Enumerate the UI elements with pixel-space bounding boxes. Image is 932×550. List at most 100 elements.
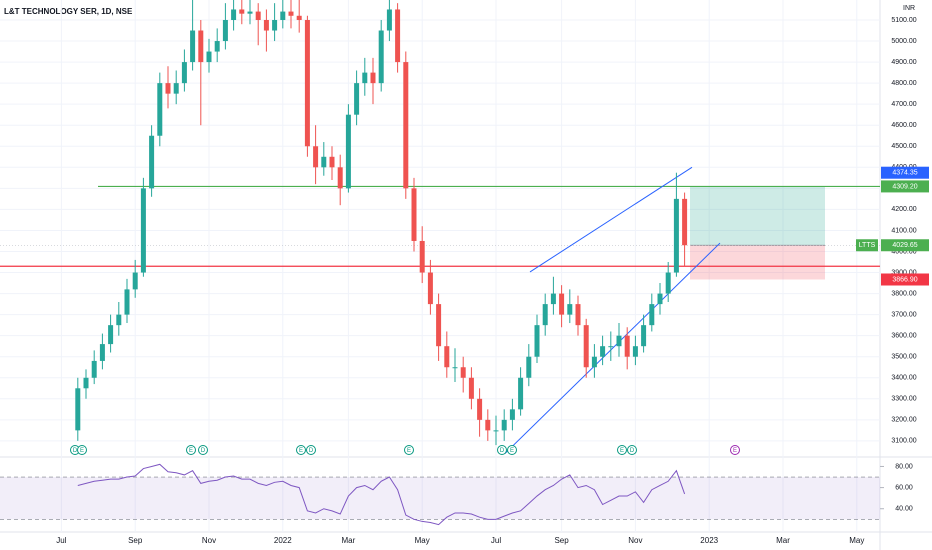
event-marker (198, 445, 208, 455)
event-label: E (407, 448, 411, 454)
event-label: E (80, 448, 84, 454)
x-tick-label: 2023 (700, 536, 718, 545)
candle-body (222, 19, 228, 42)
price-tag (881, 273, 929, 286)
candle-body (436, 304, 442, 347)
event-label: E (620, 448, 624, 454)
candle-body (190, 30, 196, 63)
event-marker (730, 445, 740, 455)
candle-body (378, 30, 384, 84)
candle-body (206, 51, 212, 63)
rsi-band (0, 477, 880, 520)
candle-body (75, 388, 81, 431)
candle-body (616, 335, 622, 347)
candle-body (304, 19, 310, 147)
candle-body (477, 398, 483, 420)
event-label: D (201, 448, 206, 454)
candle-body (263, 19, 269, 31)
trendline (529, 166, 693, 273)
candle-body (542, 304, 548, 326)
candle-body (124, 289, 130, 315)
candle-body (99, 344, 105, 361)
candle-body (345, 114, 351, 189)
candle-body (682, 198, 688, 246)
candle-body (370, 72, 376, 84)
price-tag-label: 4309.20 (892, 183, 917, 190)
event-marker (186, 445, 196, 455)
candle-body (501, 419, 507, 431)
candle-body (255, 11, 261, 20)
candle-body (591, 356, 597, 368)
x-tick-label: Mar (776, 536, 790, 545)
candle-body (214, 41, 220, 52)
rsi-tick-label: 80.00 (895, 463, 913, 470)
price-tag-label: 3866.90 (892, 276, 917, 283)
y-tick-label: 3600.00 (891, 333, 916, 340)
candle-body (362, 72, 368, 84)
candle-body (181, 62, 187, 84)
candle-body (485, 419, 491, 431)
event-label: D (73, 448, 78, 454)
x-tick-label: Mar (342, 536, 356, 545)
candle-body (247, 11, 253, 14)
candle-body (665, 272, 671, 294)
candle-body (116, 314, 122, 326)
candle-body (83, 377, 89, 389)
rsi-line (77, 463, 686, 526)
y-tick-label: 3400.00 (891, 375, 916, 382)
candle-body (600, 346, 606, 357)
y-tick-label: 4500.00 (891, 143, 916, 150)
candle-body (550, 293, 556, 305)
candle-body (288, 11, 294, 16)
y-tick-label: 4700.00 (891, 101, 916, 108)
trendline (504, 242, 721, 454)
event-marker (296, 445, 306, 455)
candle-body (157, 83, 163, 136)
candle-body (419, 240, 425, 273)
candle-body (444, 346, 450, 368)
event-label: E (733, 448, 737, 454)
y-tick-label: 5100.00 (891, 17, 916, 24)
candle-body (632, 346, 638, 357)
candle-body (272, 19, 278, 31)
y-tick-label: 4900.00 (891, 59, 916, 66)
candle-body (559, 293, 565, 315)
candle-body (567, 304, 573, 315)
candle-body (452, 367, 458, 369)
event-marker (77, 445, 87, 455)
candle-body (108, 325, 114, 345)
currency: INR (903, 5, 915, 12)
y-tick-label: 3300.00 (891, 396, 916, 403)
x-tick-label: Jul (56, 536, 66, 545)
candle-body (427, 272, 433, 305)
event-marker (306, 445, 316, 455)
candle-body (468, 377, 474, 399)
event-label: D (309, 448, 314, 454)
candle-body (239, 9, 245, 14)
event-marker (404, 445, 414, 455)
last-price-tag (881, 239, 929, 252)
price-tag (881, 166, 929, 179)
candle-body (411, 188, 417, 241)
candle-body (386, 9, 392, 31)
candle-body (583, 325, 589, 368)
last-price-tag-label: 4029.65 (892, 242, 917, 249)
y-tick-label: 5000.00 (891, 38, 916, 45)
y-tick-label: 3200.00 (891, 417, 916, 424)
y-tick-label: 3800.00 (891, 290, 916, 297)
event-label: D (630, 448, 635, 454)
candle-body (518, 377, 524, 410)
candle-body (575, 304, 581, 326)
chart-title: L&T TECHNOLOGY SER, 1D, NSE (4, 7, 133, 16)
y-tick-label: 3500.00 (891, 354, 916, 361)
y-tick-label: 3700.00 (891, 311, 916, 318)
candle-body (673, 198, 679, 273)
candle-body (198, 30, 204, 63)
candle-body (321, 156, 327, 168)
price-tag-label: 4374.35 (892, 170, 917, 177)
candle-body (403, 62, 409, 189)
candle-body (354, 83, 360, 115)
candle-body (149, 135, 155, 189)
